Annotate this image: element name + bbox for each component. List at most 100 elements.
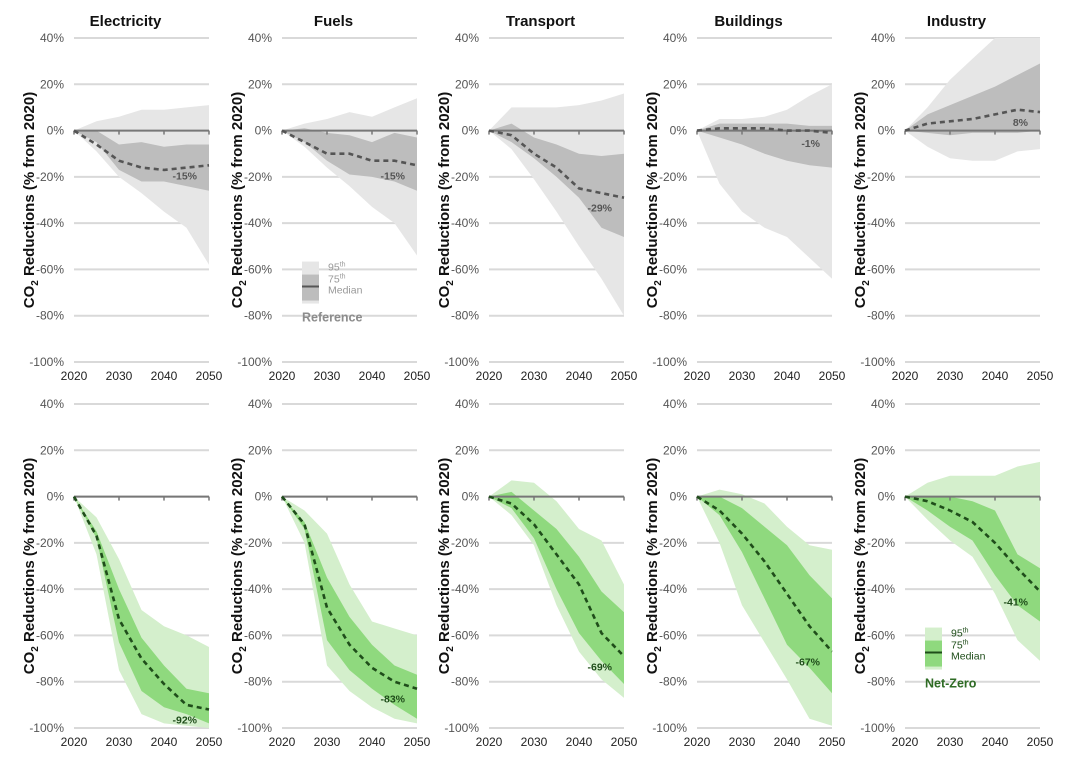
- median-line: [904, 495, 1041, 593]
- y-tick-label: -100%: [652, 355, 687, 369]
- y-tick-label: 0%: [47, 490, 65, 504]
- panel-reference-buildings: Buildings 40% 20% 0% -20% -40% -60% -80% -100% CO…: [644, 13, 846, 383]
- legend-label-median: Median: [951, 651, 986, 663]
- median-value-label: -15%: [380, 170, 405, 182]
- legend-label-p75: 75th: [951, 640, 969, 652]
- median-value-label: -92%: [172, 714, 197, 726]
- x-tick-label: 2040: [359, 369, 386, 383]
- band-75th-percentile: [282, 128, 417, 191]
- y-tick-label: 40%: [40, 397, 64, 411]
- x-tick-label: 2050: [611, 369, 638, 383]
- panel-reference-fuels: Fuels 40% 20% 0% -20% -40% -60% -80% -100% CO2 Re…: [229, 13, 431, 383]
- y-tick-label: 20%: [871, 443, 895, 457]
- median-line: [696, 495, 833, 653]
- y-tick-label: 40%: [40, 31, 64, 45]
- y-tick-label: 40%: [663, 31, 687, 45]
- x-tick-label: 2050: [404, 369, 431, 383]
- y-tick-label: -40%: [451, 582, 479, 596]
- y-axis-label: CO2 Reductions (% from 2020): [21, 458, 41, 674]
- band-75th-percentile: [905, 63, 1040, 136]
- y-axis-label: CO2 Reductions (% from 2020): [644, 458, 664, 674]
- x-tick-label: 2050: [196, 735, 223, 749]
- panel-net-zero-industry: 40% 20% 0% -20% -40% -60% -80% -100% CO2 Reducti…: [852, 397, 1054, 749]
- y-tick-label: -40%: [244, 582, 272, 596]
- median-value-label: -83%: [380, 694, 405, 706]
- y-tick-label: 20%: [40, 443, 64, 457]
- y-tick-label: -40%: [244, 216, 272, 230]
- y-tick-label: -40%: [36, 582, 64, 596]
- y-tick-label: 20%: [40, 77, 64, 91]
- y-tick-label: -40%: [867, 582, 895, 596]
- y-tick-label: -80%: [451, 309, 479, 323]
- y-tick-label: -60%: [451, 628, 479, 642]
- y-tick-label: -20%: [867, 170, 895, 184]
- band-95th-percentile: [74, 496, 209, 728]
- y-tick-label: -60%: [867, 628, 895, 642]
- band-75th-percentile: [489, 491, 624, 684]
- y-tick-label: -20%: [867, 536, 895, 550]
- band-75th-percentile: [74, 130, 209, 191]
- median-line: [72, 495, 210, 711]
- y-tick-label: 40%: [871, 397, 895, 411]
- median-value-label: -15%: [172, 170, 197, 182]
- y-tick-label: -100%: [237, 721, 272, 735]
- x-tick-label: 2040: [359, 735, 386, 749]
- y-tick-label: -60%: [36, 628, 64, 642]
- y-tick-label: -80%: [867, 309, 895, 323]
- panel-reference-industry: Industry 40% 20% 0% -20% -40% -60% -80% -100% CO2…: [852, 13, 1054, 383]
- y-tick-label: 0%: [670, 490, 688, 504]
- x-tick-label: 2050: [611, 735, 638, 749]
- y-axis-label: CO2 Reductions (% from 2020): [229, 92, 249, 308]
- panel-net-zero-buildings: 40% 20% 0% -20% -40% -60% -80% -100% CO2 Reducti…: [644, 397, 846, 749]
- x-tick-label: 2050: [1027, 369, 1054, 383]
- y-tick-label: -80%: [36, 309, 64, 323]
- y-tick-label: -60%: [244, 628, 272, 642]
- x-tick-label: 2050: [1027, 735, 1054, 749]
- x-tick-label: 2030: [937, 735, 964, 749]
- x-tick-label: 2050: [196, 369, 223, 383]
- y-tick-label: -60%: [451, 262, 479, 276]
- x-tick-label: 2040: [151, 735, 178, 749]
- y-tick-label: -60%: [867, 262, 895, 276]
- median-value-label: -1%: [801, 138, 820, 150]
- y-tick-label: -20%: [659, 170, 687, 184]
- x-tick-label: 2040: [774, 735, 801, 749]
- band-75th-percentile: [489, 123, 624, 237]
- band-75th-percentile: [74, 496, 209, 724]
- y-tick-label: -100%: [29, 355, 64, 369]
- y-tick-label: -60%: [244, 262, 272, 276]
- y-tick-label: -100%: [444, 721, 479, 735]
- x-tick-label: 2050: [819, 735, 846, 749]
- y-tick-label: 0%: [255, 124, 273, 138]
- y-axis-label: CO2 Reductions (% from 2020): [21, 92, 41, 308]
- y-tick-label: 0%: [878, 490, 896, 504]
- y-axis-label: CO2 Reductions (% from 2020): [436, 458, 456, 674]
- y-tick-label: 0%: [462, 124, 480, 138]
- y-tick-label: 40%: [248, 397, 272, 411]
- legend-scenario-title: Net-Zero: [925, 677, 977, 691]
- median-value-label: -67%: [795, 657, 820, 669]
- x-tick-label: 2020: [61, 735, 88, 749]
- x-tick-label: 2040: [566, 735, 593, 749]
- panel-title: Transport: [506, 13, 575, 30]
- y-tick-label: 20%: [248, 443, 272, 457]
- x-tick-label: 2040: [566, 369, 593, 383]
- panel-title: Buildings: [714, 13, 782, 30]
- legend-label-median: Median: [328, 285, 363, 297]
- legend-label-p95: 95th: [951, 628, 969, 640]
- y-tick-label: 0%: [670, 124, 688, 138]
- x-tick-label: 2030: [521, 369, 548, 383]
- x-tick-label: 2020: [892, 369, 919, 383]
- x-tick-label: 2020: [61, 369, 88, 383]
- y-tick-label: 20%: [455, 77, 479, 91]
- y-tick-label: 40%: [248, 31, 272, 45]
- x-tick-label: 2030: [521, 735, 548, 749]
- x-tick-label: 2020: [476, 735, 503, 749]
- panel-net-zero-transport: 40% 20% 0% -20% -40% -60% -80% -100% CO2 Reducti…: [436, 397, 638, 749]
- median-line: [280, 495, 418, 690]
- y-axis-label: CO2 Reductions (% from 2020): [644, 92, 664, 308]
- band-75th-percentile: [697, 123, 832, 168]
- median-value-label: -29%: [587, 203, 612, 215]
- legend-scenario-title: Reference: [302, 311, 362, 325]
